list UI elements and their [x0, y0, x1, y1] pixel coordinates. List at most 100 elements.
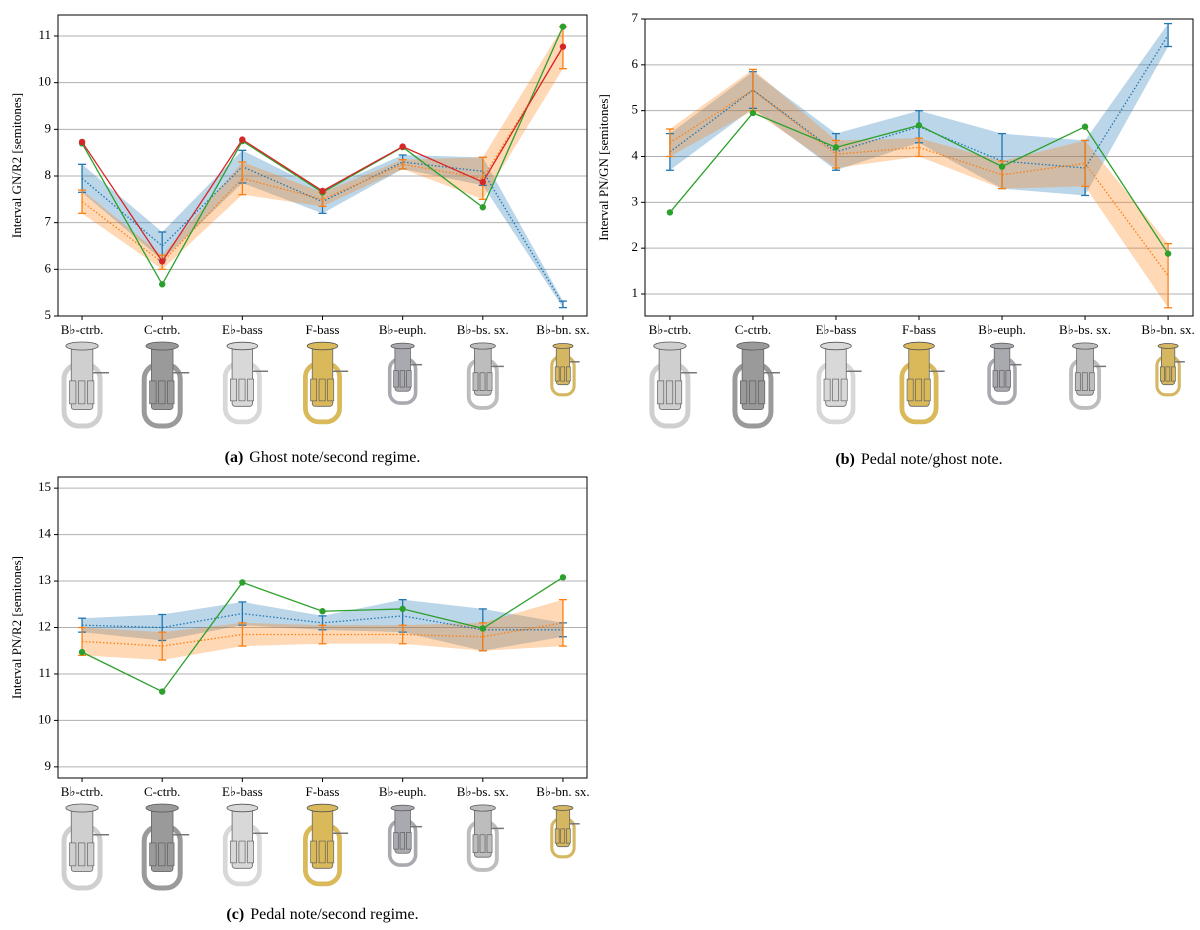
- error-bar: [665, 128, 674, 158]
- icon-valve: [230, 378, 237, 402]
- icon-valve: [310, 840, 317, 864]
- icon-bell-rim: [226, 803, 259, 813]
- icon-valve: [1088, 372, 1095, 391]
- icon-bell-rim: [306, 341, 339, 351]
- icon-bell-rim: [226, 341, 259, 351]
- data-point: [239, 579, 246, 586]
- icon-valve: [915, 378, 923, 402]
- y-tick-label: 5: [632, 102, 639, 117]
- y-tick-label: 9: [45, 120, 52, 135]
- instrument-icon: [899, 341, 945, 425]
- y-tick-label: 13: [38, 572, 51, 587]
- x-tick-label: B♭-bn. sx.: [1141, 322, 1194, 337]
- y-tick-label: 6: [45, 260, 52, 275]
- icon-bell-rim: [552, 343, 574, 349]
- icon-valve: [472, 372, 479, 391]
- data-point: [158, 258, 166, 265]
- y-tick-label: 2: [632, 239, 639, 254]
- x-tick-label: B♭-euph.: [379, 322, 427, 337]
- x-tick-label: F-bass: [306, 322, 340, 337]
- x-tick-label: B♭-euph.: [379, 784, 427, 799]
- error-band: [669, 23, 1169, 196]
- error-band: [82, 26, 563, 270]
- data-point: [666, 209, 674, 216]
- instrument-icon: [303, 803, 349, 887]
- icon-valve: [327, 378, 335, 402]
- icon-bell-rim: [469, 804, 496, 812]
- x-tick-label: C-ctrb.: [144, 322, 180, 337]
- caption-label: (a): [225, 449, 244, 466]
- icon-valve: [238, 378, 246, 402]
- icon-valve: [87, 842, 95, 867]
- error-band: [669, 69, 1169, 308]
- instrument-icon: [1155, 343, 1185, 397]
- y-tick-label: 10: [38, 711, 51, 726]
- icon-valve: [1081, 372, 1088, 391]
- x-tick-label: F-bass: [306, 784, 340, 799]
- data-point: [479, 204, 487, 211]
- x-tick-label: C-ctrb.: [144, 784, 180, 799]
- data-point: [158, 688, 166, 695]
- data-point: [399, 143, 406, 150]
- icon-bell-rim: [390, 804, 415, 812]
- icon-valve: [666, 380, 674, 405]
- icon-valve: [78, 380, 86, 405]
- data-point: [78, 648, 86, 656]
- y-tick-label: 9: [45, 758, 52, 773]
- instrument-icon: [1069, 342, 1107, 410]
- icon-valve: [486, 834, 493, 853]
- y-tick-label: 11: [38, 27, 51, 42]
- data-point: [479, 625, 487, 632]
- error-bar: [238, 622, 247, 647]
- instrument-icon: [61, 803, 110, 891]
- icon-valve: [399, 832, 406, 850]
- x-tick-label: B♭-euph.: [978, 322, 1026, 337]
- instrument-icon: [141, 341, 190, 429]
- y-tick-label: 14: [38, 526, 52, 541]
- instrument-icon: [303, 341, 349, 425]
- y-tick-label: 6: [632, 56, 639, 71]
- icon-valve: [167, 380, 175, 405]
- y-tick-label: 1: [632, 285, 639, 300]
- icon-valve: [560, 366, 566, 382]
- icon-valve: [158, 842, 166, 867]
- icon-bell-rim: [1157, 343, 1179, 349]
- icon-valve: [1159, 366, 1165, 382]
- y-tick-label: 4: [632, 147, 639, 162]
- instrument-icon: [222, 803, 268, 887]
- x-tick-label: F-bass: [902, 322, 936, 337]
- caption-label: (b): [835, 451, 855, 468]
- data-point: [1164, 250, 1172, 257]
- x-tick-label: B♭-ctrb.: [61, 784, 104, 799]
- instrument-icon: [387, 804, 423, 867]
- data-point: [749, 109, 757, 117]
- icon-valve: [657, 380, 665, 405]
- icon-bell-rim: [653, 341, 687, 351]
- icon-valve: [69, 380, 77, 405]
- icon-valve: [675, 380, 683, 405]
- icon-bell-rim: [820, 341, 852, 351]
- y-axis-label: Interval PN/R2 [semitones]: [9, 556, 24, 699]
- caption: (b) Pedal note/ghost note.: [835, 451, 1002, 468]
- instrument-icon: [61, 341, 110, 429]
- icon-valve: [327, 840, 335, 864]
- data-point: [319, 608, 326, 615]
- icon-valve: [393, 832, 399, 850]
- error-bar: [558, 300, 567, 309]
- icon-valve: [566, 366, 571, 382]
- icon-valve: [87, 380, 95, 405]
- y-tick-label: 3: [632, 193, 639, 208]
- instrument-icon: [222, 341, 268, 425]
- error-bar: [158, 631, 167, 661]
- x-tick-label: B♭-ctrb.: [61, 322, 104, 337]
- icon-valve: [399, 370, 406, 388]
- plot-frame: [57, 476, 588, 779]
- error-bar: [558, 598, 567, 647]
- icon-valve: [1171, 366, 1176, 382]
- icon-valve: [740, 380, 748, 405]
- error-bar: [1081, 139, 1090, 187]
- x-tick-label: B♭-bs. sx.: [457, 784, 509, 799]
- instrument-icon: [466, 342, 504, 410]
- icon-valve: [310, 378, 317, 402]
- y-tick-label: 8: [45, 167, 52, 182]
